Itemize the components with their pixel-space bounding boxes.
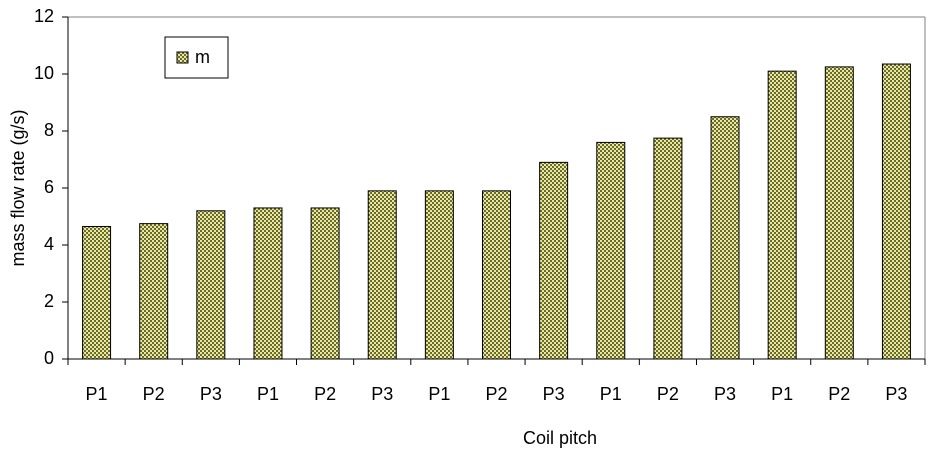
bar <box>824 66 854 360</box>
y-tick-label: 10 <box>34 63 54 83</box>
bar <box>424 190 454 360</box>
x-tick-label: P2 <box>828 384 850 404</box>
bar <box>367 190 397 360</box>
bar <box>767 70 797 360</box>
bar <box>196 210 226 360</box>
bar <box>596 141 626 360</box>
x-tick-label: P2 <box>657 384 679 404</box>
x-tick-label: P3 <box>714 384 736 404</box>
bar <box>539 161 569 360</box>
x-tick-label: P3 <box>200 384 222 404</box>
legend-box <box>164 36 229 79</box>
bar <box>710 116 740 360</box>
y-tick-label: 2 <box>44 291 54 311</box>
x-tick-label: P1 <box>86 384 108 404</box>
bar <box>653 137 683 360</box>
x-tick-label: P2 <box>143 384 165 404</box>
x-tick-label: P3 <box>885 384 907 404</box>
y-tick-label: 8 <box>44 120 54 140</box>
x-tick-label: P1 <box>428 384 450 404</box>
legend-label: m <box>195 47 210 67</box>
y-tick-label: 0 <box>44 348 54 368</box>
y-tick-label: 6 <box>44 177 54 197</box>
y-axis-title: mass flow rate (g/s) <box>8 109 28 266</box>
bar <box>310 207 340 360</box>
x-tick-label: P3 <box>371 384 393 404</box>
bar <box>253 207 283 360</box>
x-axis-title: Coil pitch <box>523 428 597 448</box>
legend-swatch <box>176 51 189 64</box>
x-tick-label: P2 <box>314 384 336 404</box>
bar <box>82 225 112 360</box>
x-tick-label: P2 <box>485 384 507 404</box>
x-tick-label: P1 <box>257 384 279 404</box>
x-tick-label: P3 <box>543 384 565 404</box>
bar <box>482 190 511 360</box>
y-tick-label: 4 <box>44 234 54 254</box>
x-tick-label: P1 <box>771 384 793 404</box>
bar <box>881 63 911 360</box>
y-tick-label: 12 <box>34 6 54 26</box>
x-tick-label: P1 <box>600 384 622 404</box>
bar <box>139 223 169 360</box>
